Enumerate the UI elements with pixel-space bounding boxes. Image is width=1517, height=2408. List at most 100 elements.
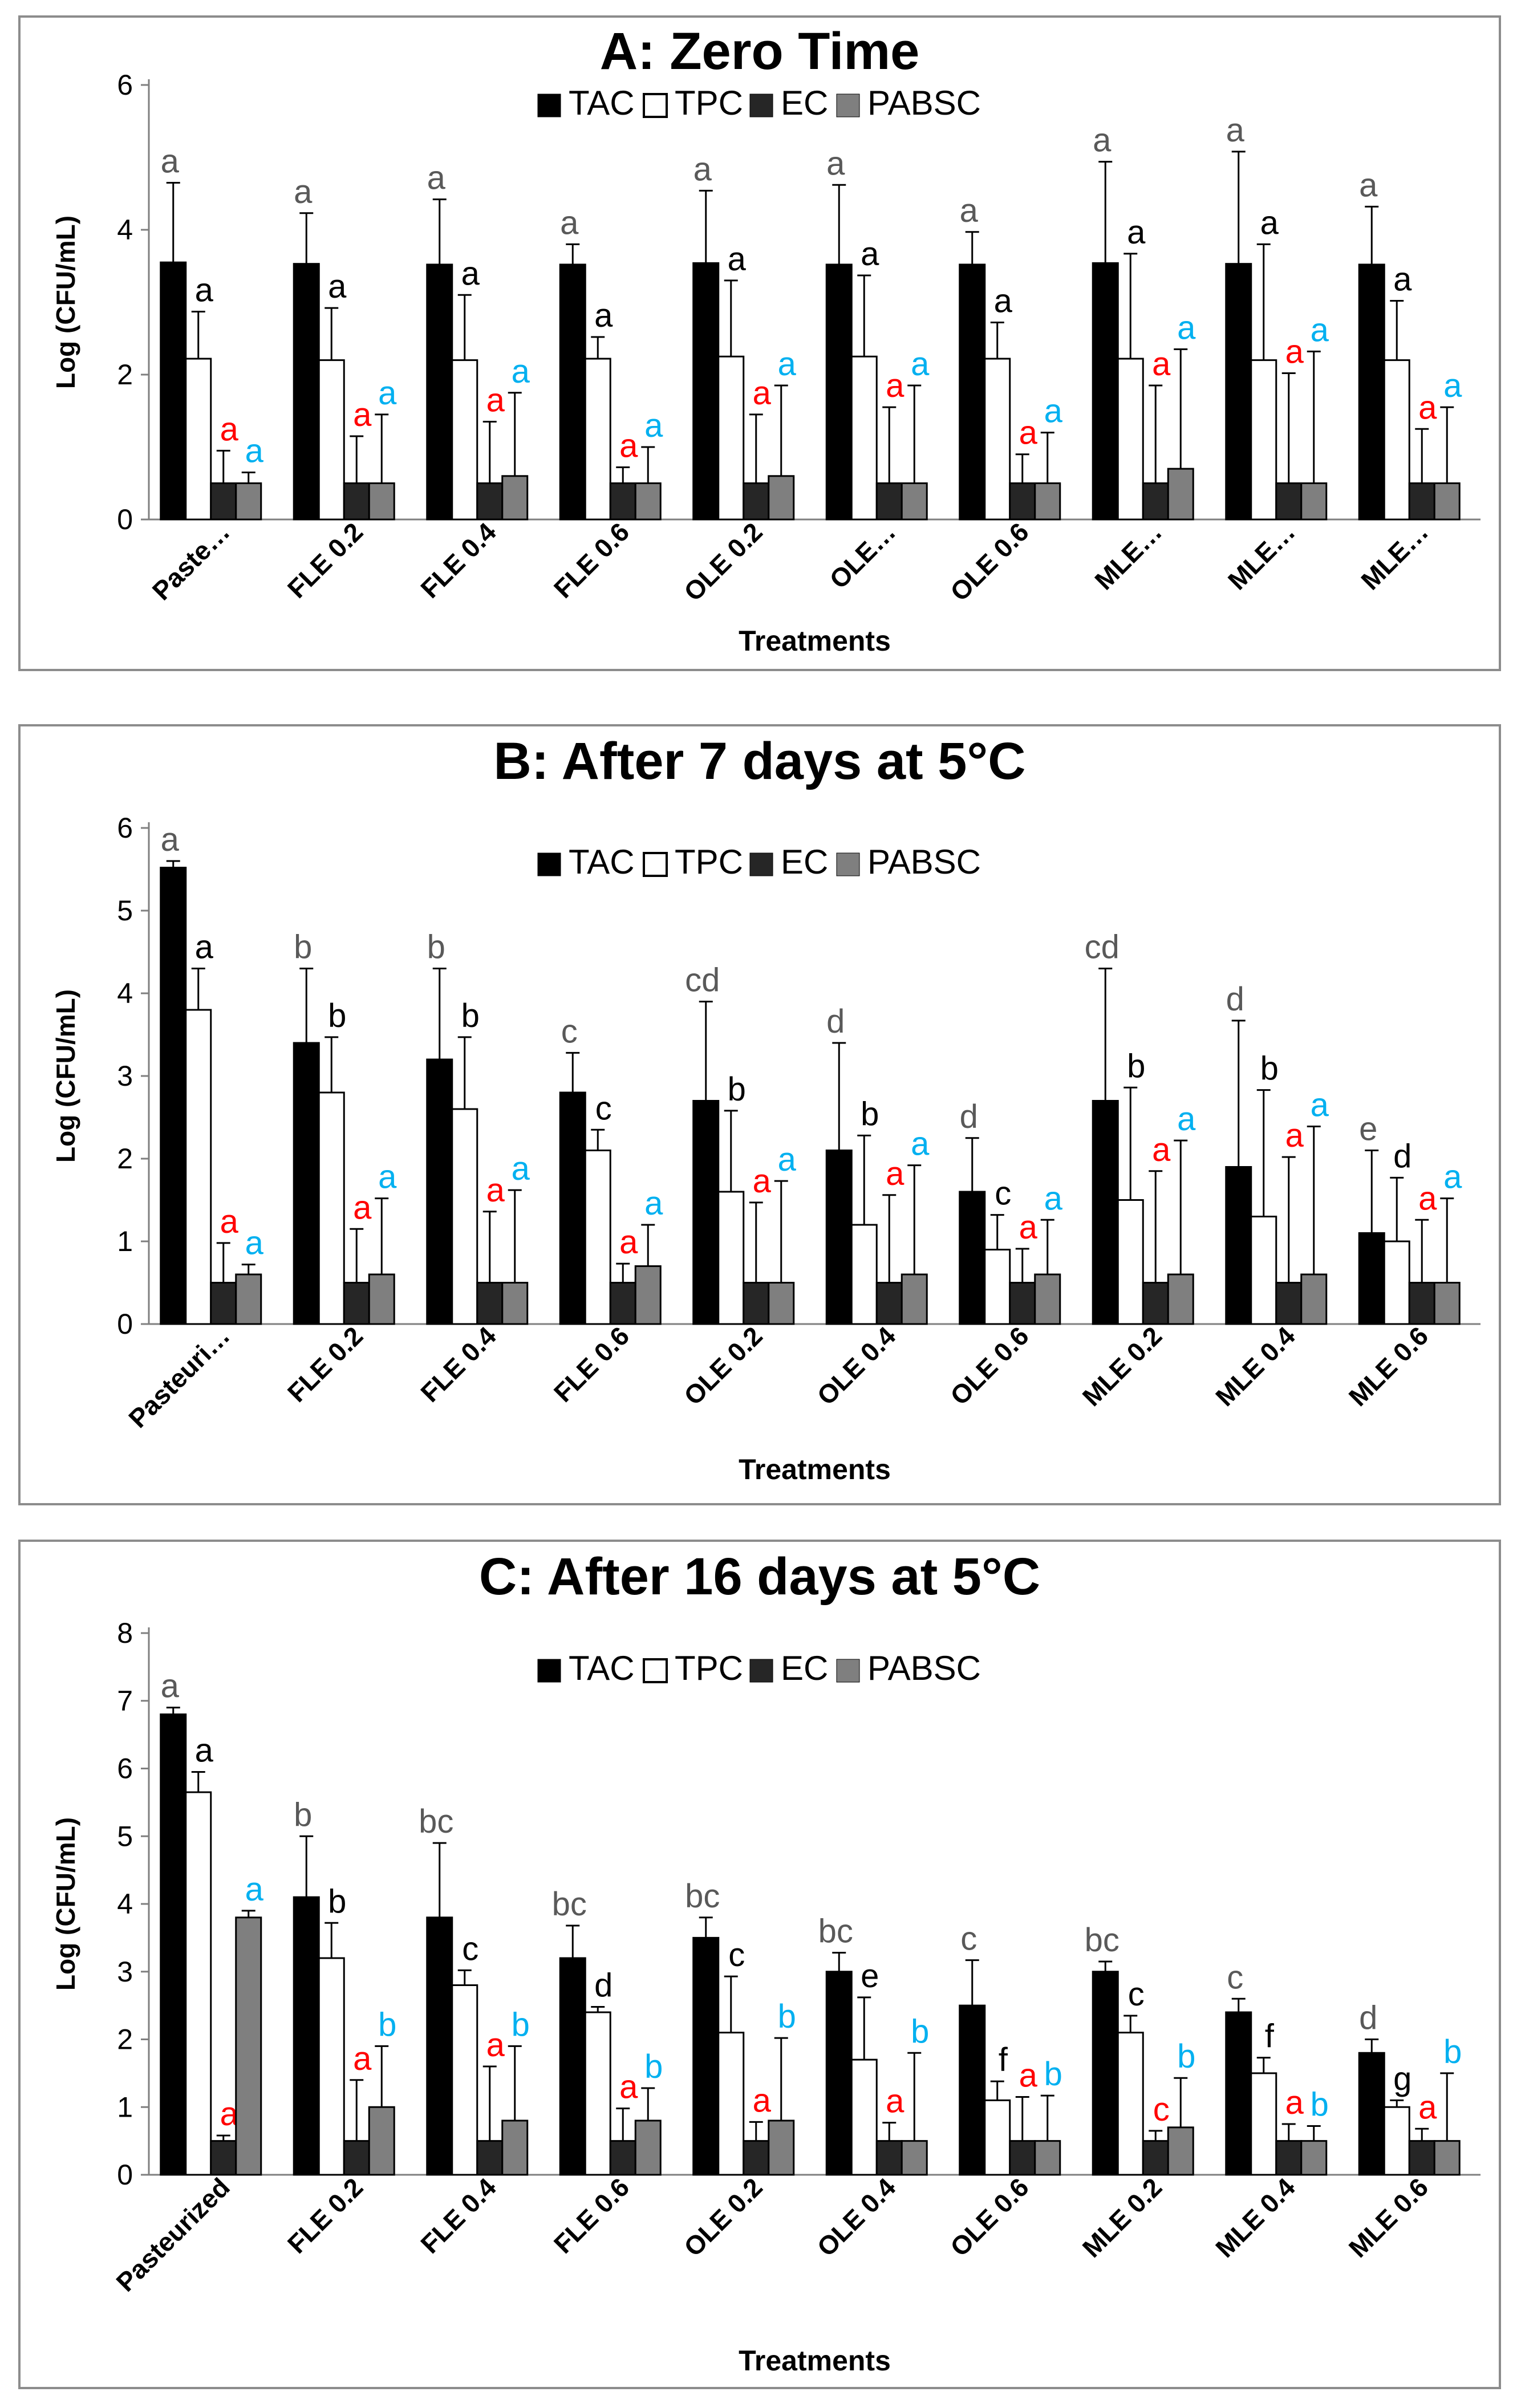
legend-label-tac: TAC [569, 843, 635, 881]
significance-letter: a [1177, 310, 1196, 347]
significance-letter: c [995, 1175, 1011, 1212]
y-tick-label: 2 [117, 359, 133, 391]
chart-title: B: After 7 days at 5°C [493, 732, 1025, 790]
bar-tpc [584, 1150, 611, 1325]
significance-letter: a [728, 241, 747, 278]
significance-letter: a [486, 382, 505, 419]
x-axis-title: Treatments [739, 625, 891, 657]
bar-tac [692, 1936, 720, 2176]
bar-pabsc [1167, 1273, 1194, 1325]
category-label: FLE 0.4 [415, 1321, 502, 1408]
significance-letter: a [245, 432, 264, 469]
category-label: OLE 0.2 [678, 1321, 768, 1411]
bar-tac [1092, 1100, 1119, 1325]
y-tick-label: 0 [117, 2159, 133, 2191]
significance-letter: b [911, 2013, 929, 2050]
bar-ec [743, 2140, 770, 2176]
category-label: Pasteuri… [123, 1321, 236, 1434]
category-label: MLE 0.4 [1210, 2172, 1301, 2263]
bar-tac [160, 1713, 187, 2176]
y-tick-label: 8 [117, 1617, 133, 1649]
significance-letter: a [826, 145, 845, 182]
significance-letter: a [1152, 1131, 1171, 1168]
significance-letter: a [220, 411, 239, 448]
legend-label-pabsc: PABSC [867, 1649, 981, 1687]
y-axis-title: Log (CFU/mL) [51, 216, 80, 389]
bar-tpc [318, 359, 345, 521]
significance-letter: a [161, 821, 180, 858]
significance-letter: a [161, 143, 180, 180]
significance-letter: a [911, 1126, 930, 1163]
bar-ec [875, 2140, 903, 2176]
category-label: MLE… [1089, 517, 1167, 595]
bar-tac [825, 263, 853, 521]
bar-ec [875, 1282, 903, 1325]
significance-letter: a [644, 1185, 663, 1222]
significance-letter: b [427, 929, 445, 966]
significance-letter: b [1127, 1047, 1145, 1085]
significance-letter: a [1418, 2089, 1437, 2126]
significance-letter: bc [685, 1878, 720, 1915]
bar-pabsc [901, 482, 928, 521]
significance-letter: a [353, 2040, 372, 2077]
bar-pabsc [1300, 2140, 1328, 2176]
significance-letter: c [1128, 1976, 1145, 2013]
significance-letter: a [994, 283, 1013, 320]
bar-ec [210, 482, 237, 521]
significance-letter: d [1359, 2000, 1377, 2037]
bar-pabsc [1300, 1273, 1328, 1325]
bar-tpc [185, 1009, 212, 1325]
bar-tac [1092, 1971, 1119, 2176]
significance-letter: bc [818, 1913, 853, 1950]
significance-letter: a [861, 235, 879, 273]
bar-tpc [850, 2058, 878, 2176]
significance-letter: a [1285, 1117, 1304, 1154]
y-tick-label: 4 [117, 977, 133, 1009]
chart-after-7-days: B: After 7 days at 5°C 0 1 2 3 4 5 6 Log (CFU/mL… [51, 732, 1481, 1485]
bar-tac [959, 263, 986, 521]
category-label: OLE 0.2 [678, 2172, 768, 2262]
bar-ec [343, 482, 370, 521]
significance-letter: a [1393, 261, 1412, 298]
significance-letter: b [512, 2006, 530, 2043]
significance-letter: a [328, 268, 347, 305]
category-label: MLE 0.2 [1077, 1321, 1168, 1412]
significance-letter: a [1177, 1101, 1196, 1138]
significance-letter: a [245, 1871, 264, 1908]
bar-pabsc [1167, 468, 1194, 521]
bar-ec [743, 482, 770, 521]
bar-tpc [451, 359, 478, 521]
category-label: Paste… [147, 517, 236, 606]
significance-letter: a [427, 160, 446, 197]
y-tick-label: 6 [117, 1753, 133, 1785]
bar-tac [825, 1150, 853, 1325]
significance-letter: a [1311, 311, 1329, 348]
significance-letter: a [886, 2083, 904, 2120]
significance-letter: c [960, 1920, 977, 1958]
bar-pabsc [368, 482, 395, 521]
significance-letter: a [512, 353, 530, 390]
significance-letter: a [1443, 1159, 1462, 1196]
significance-letter: a [1044, 393, 1063, 430]
significance-letter: b [378, 2006, 396, 2043]
bar-ec [1142, 482, 1169, 521]
bar-ec [1408, 482, 1435, 521]
bar-tpc [1250, 359, 1277, 521]
category-label: MLE… [1355, 517, 1434, 595]
bar-tac [1225, 263, 1252, 521]
significance-letter: d [594, 1967, 613, 2004]
bar-ec [609, 2140, 636, 2176]
category-label: FLE 0.6 [548, 517, 635, 603]
category-label: MLE 0.6 [1343, 2172, 1434, 2263]
y-tick-label: 7 [117, 1685, 133, 1717]
bar-ec [1275, 2140, 1303, 2176]
bar-tac [293, 1042, 320, 1325]
significance-letter: a [1152, 346, 1171, 383]
significance-letter: a [512, 1150, 530, 1187]
bar-pabsc [768, 1282, 795, 1325]
bar-pabsc [634, 2119, 662, 2176]
significance-letter: b [1044, 2056, 1062, 2093]
legend-label-tpc: TPC [675, 843, 743, 881]
significance-letter: a [1093, 122, 1112, 159]
bar-tac [1358, 2052, 1385, 2176]
